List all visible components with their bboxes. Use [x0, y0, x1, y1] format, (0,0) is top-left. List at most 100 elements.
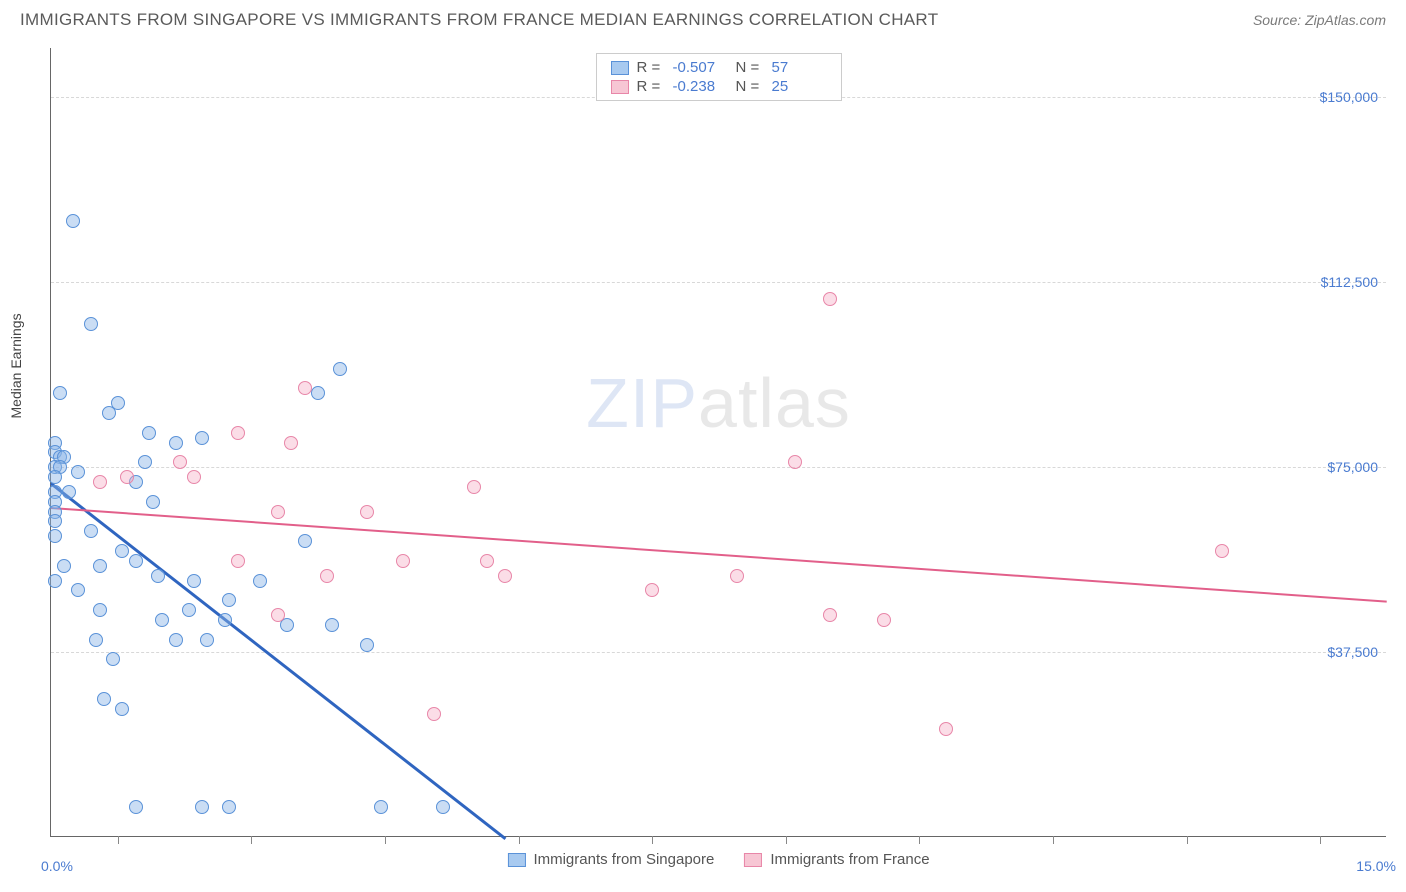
- x-tick: [519, 836, 520, 844]
- r-label: R =: [637, 78, 665, 95]
- correlation-chart: ZIPatlas Median Earnings R =-0.507N =57R…: [50, 48, 1386, 837]
- data-point-france: [498, 569, 512, 583]
- y-axis-title: Median Earnings: [8, 313, 24, 418]
- watermark: ZIPatlas: [586, 363, 851, 443]
- data-point-france: [823, 608, 837, 622]
- data-point-singapore: [57, 559, 71, 573]
- data-point-singapore: [71, 465, 85, 479]
- data-point-france: [645, 583, 659, 597]
- page-title: IMMIGRANTS FROM SINGAPORE VS IMMIGRANTS …: [20, 10, 938, 30]
- data-point-singapore: [222, 593, 236, 607]
- gridline: [51, 282, 1386, 283]
- y-tick-label: $150,000: [1320, 89, 1378, 105]
- data-point-france: [396, 554, 410, 568]
- data-point-france: [788, 455, 802, 469]
- gridline: [51, 467, 1386, 468]
- x-tick: [786, 836, 787, 844]
- data-point-france: [120, 470, 134, 484]
- data-point-singapore: [155, 613, 169, 627]
- x-tick: [118, 836, 119, 844]
- legend-swatch: [744, 853, 762, 867]
- data-point-singapore: [97, 692, 111, 706]
- data-point-france: [231, 426, 245, 440]
- source-label: Source: ZipAtlas.com: [1253, 12, 1386, 28]
- data-point-france: [93, 475, 107, 489]
- data-point-singapore: [53, 386, 67, 400]
- data-point-france: [298, 381, 312, 395]
- data-point-france: [231, 554, 245, 568]
- data-point-france: [271, 608, 285, 622]
- data-point-singapore: [195, 431, 209, 445]
- data-point-singapore: [298, 534, 312, 548]
- data-point-france: [360, 505, 374, 519]
- data-point-singapore: [115, 702, 129, 716]
- data-point-singapore: [374, 800, 388, 814]
- data-point-singapore: [115, 544, 129, 558]
- x-tick: [652, 836, 653, 844]
- y-tick-label: $112,500: [1321, 274, 1378, 290]
- x-tick: [1187, 836, 1188, 844]
- data-point-singapore: [129, 554, 143, 568]
- data-point-singapore: [325, 618, 339, 632]
- r-value: -0.238: [673, 78, 728, 95]
- data-point-singapore: [102, 406, 116, 420]
- data-point-singapore: [218, 613, 232, 627]
- x-tick: [385, 836, 386, 844]
- gridline: [51, 652, 1386, 653]
- data-point-singapore: [93, 559, 107, 573]
- data-point-france: [173, 455, 187, 469]
- r-label: R =: [637, 59, 665, 76]
- legend-series-item: Immigrants from France: [744, 851, 929, 868]
- x-tick: [1053, 836, 1054, 844]
- data-point-singapore: [187, 574, 201, 588]
- data-point-singapore: [138, 455, 152, 469]
- x-tick: [919, 836, 920, 844]
- data-point-singapore: [89, 633, 103, 647]
- data-point-singapore: [48, 470, 62, 484]
- data-point-singapore: [106, 652, 120, 666]
- legend-series-item: Immigrants from Singapore: [507, 851, 714, 868]
- data-point-singapore: [71, 583, 85, 597]
- data-point-singapore: [142, 426, 156, 440]
- y-tick-label: $75,000: [1327, 459, 1378, 475]
- data-point-singapore: [48, 574, 62, 588]
- x-tick: [1320, 836, 1321, 844]
- data-point-singapore: [253, 574, 267, 588]
- data-point-singapore: [200, 633, 214, 647]
- data-point-singapore: [169, 633, 183, 647]
- data-point-singapore: [169, 436, 183, 450]
- data-point-singapore: [151, 569, 165, 583]
- x-axis-min-label: 0.0%: [41, 858, 73, 874]
- data-point-singapore: [195, 800, 209, 814]
- legend-stats: R =-0.507N =57R =-0.238N =25: [596, 53, 842, 101]
- data-point-singapore: [93, 603, 107, 617]
- data-point-france: [877, 613, 891, 627]
- data-point-france: [939, 722, 953, 736]
- data-point-singapore: [84, 524, 98, 538]
- legend-stat-row: R =-0.238N =25: [611, 77, 827, 96]
- data-point-singapore: [333, 362, 347, 376]
- data-point-singapore: [436, 800, 450, 814]
- data-point-singapore: [84, 317, 98, 331]
- legend-series-label: Immigrants from Singapore: [533, 851, 714, 868]
- n-value: 25: [772, 78, 827, 95]
- n-value: 57: [772, 59, 827, 76]
- trendline-france: [51, 507, 1387, 603]
- y-tick-label: $37,500: [1327, 644, 1378, 660]
- data-point-france: [730, 569, 744, 583]
- data-point-france: [187, 470, 201, 484]
- data-point-singapore: [360, 638, 374, 652]
- data-point-france: [480, 554, 494, 568]
- data-point-singapore: [182, 603, 196, 617]
- data-point-france: [284, 436, 298, 450]
- legend-swatch: [507, 853, 525, 867]
- legend-series-label: Immigrants from France: [770, 851, 929, 868]
- data-point-singapore: [222, 800, 236, 814]
- data-point-france: [467, 480, 481, 494]
- legend-swatch: [611, 80, 629, 94]
- data-point-singapore: [146, 495, 160, 509]
- data-point-singapore: [48, 514, 62, 528]
- n-label: N =: [736, 59, 764, 76]
- legend-swatch: [611, 61, 629, 75]
- data-point-france: [320, 569, 334, 583]
